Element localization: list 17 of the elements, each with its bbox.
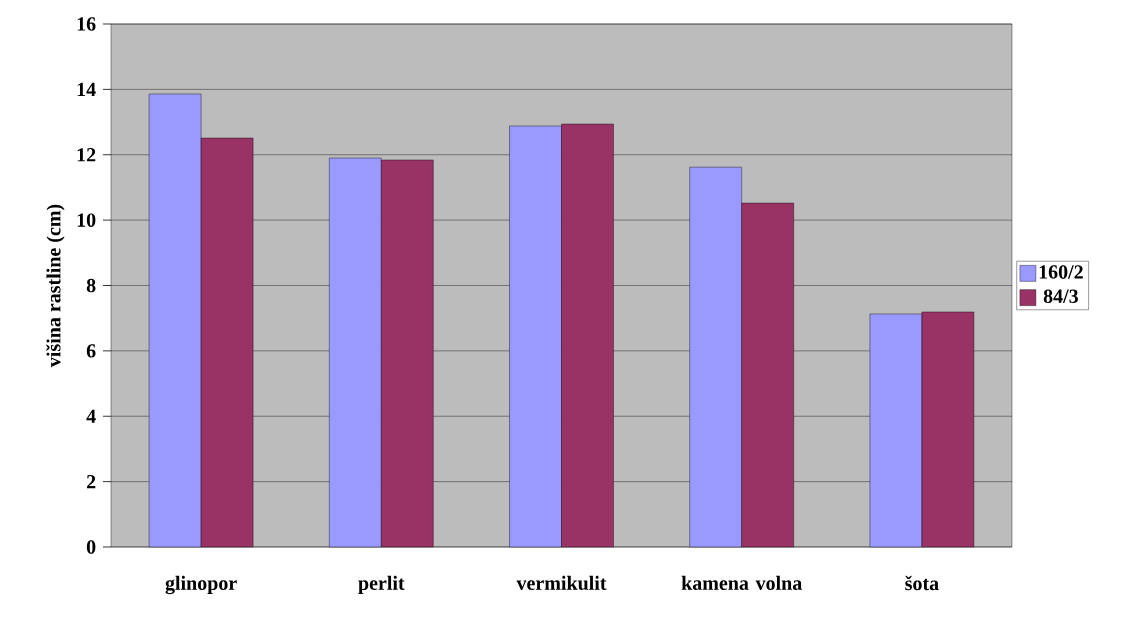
legend-label: 84/3 [1043,289,1078,303]
y-tick-label: 12 [77,148,96,162]
y-tick-label: 16 [77,17,96,31]
y-tick-label: 4 [86,409,96,423]
y-tick-label: 0 [86,540,96,554]
x-tick-label: kamena volna [681,575,802,590]
legend-label: 160/2 [1039,265,1083,279]
y-tick-label: 6 [86,344,96,358]
x-tick-label: glinopor [165,575,237,595]
y-tick-label: 10 [77,213,96,227]
x-tick-label: vermikulit [516,575,607,590]
x-tick-label: šota [905,575,939,591]
y-axis-title: višina rastline (cm) [46,204,65,368]
y-tick-label: 8 [86,278,96,293]
y-tick-label: 14 [77,82,96,96]
y-tick-label: 2 [86,474,96,489]
x-tick-label: perlit [358,575,405,595]
